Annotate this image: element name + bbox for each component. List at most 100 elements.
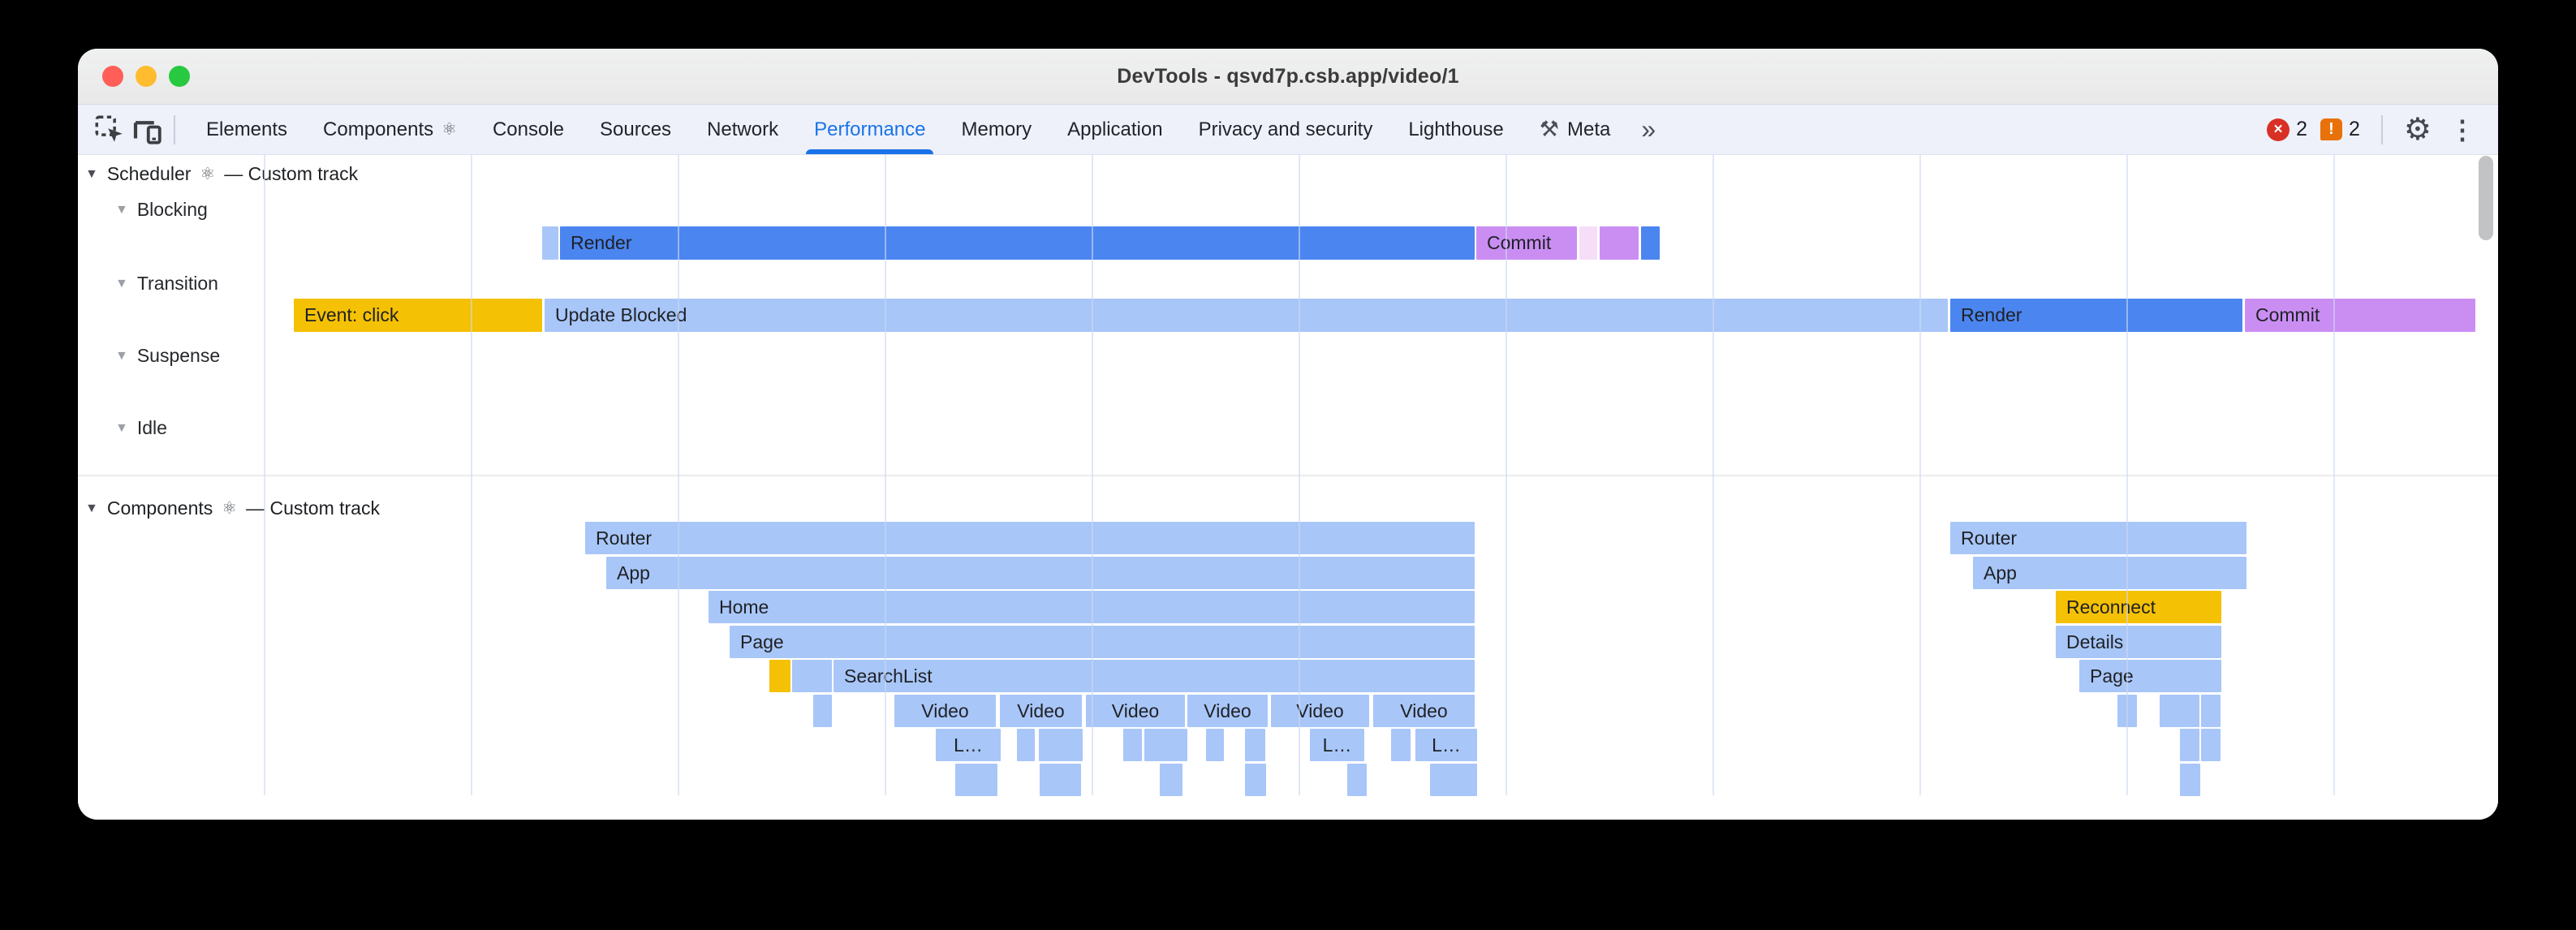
timeline-bar[interactable] bbox=[1641, 226, 1660, 260]
performance-flamechart-canvas[interactable]: ▼ Scheduler ⚛ — Custom track ▼ Blocking Render… bbox=[78, 155, 2498, 820]
timeline-bar[interactable] bbox=[1245, 729, 1265, 761]
issues-badge[interactable]: ! 2 bbox=[2320, 118, 2360, 141]
tools-icon: ⚒ bbox=[1539, 117, 1559, 141]
timeline-bar[interactable] bbox=[1039, 729, 1083, 761]
timeline-bar-reconnect[interactable]: Reconnect bbox=[2056, 591, 2221, 623]
tab-components[interactable]: Components ⚛ bbox=[305, 105, 475, 154]
timeline-bar-video[interactable]: Video bbox=[1271, 695, 1369, 727]
settings-gear-icon[interactable]: ⚙ bbox=[2403, 112, 2432, 147]
react-atom-icon: ⚛ bbox=[222, 499, 238, 518]
disclosure-triangle-icon: ▼ bbox=[85, 501, 98, 515]
tab-console[interactable]: Console bbox=[475, 105, 582, 154]
timeline-bar-l-[interactable]: L… bbox=[936, 729, 1001, 761]
timeline-bar-video[interactable]: Video bbox=[1373, 695, 1475, 727]
timeline-bar-commit[interactable]: Commit bbox=[2245, 299, 2475, 332]
timeline-bar-router[interactable]: Router bbox=[1950, 522, 2246, 554]
timeline-bar[interactable] bbox=[769, 660, 790, 692]
timeline-bar[interactable] bbox=[2180, 764, 2200, 796]
toolbar-divider bbox=[2380, 114, 2383, 144]
lane-label-blocking[interactable]: ▼ Blocking bbox=[115, 199, 208, 221]
tab-privacy-and-security[interactable]: Privacy and security bbox=[1181, 105, 1391, 154]
tab-label: Memory bbox=[961, 118, 1032, 140]
timeline-bar[interactable] bbox=[1245, 764, 1266, 796]
timeline-bar-render[interactable]: Render bbox=[1950, 299, 2242, 332]
timeline-bar-details[interactable]: Details bbox=[2056, 626, 2221, 658]
traffic-lights bbox=[102, 49, 190, 104]
track-header-components[interactable]: ▼ Components ⚛ — Custom track bbox=[85, 497, 380, 519]
timeline-bar[interactable] bbox=[792, 660, 832, 692]
timeline-bar-app[interactable]: App bbox=[606, 557, 1475, 589]
timeline-bar[interactable] bbox=[1579, 226, 1597, 260]
tab-lighthouse[interactable]: Lighthouse bbox=[1390, 105, 1521, 154]
tab-network[interactable]: Network bbox=[689, 105, 796, 154]
timeline-bar[interactable] bbox=[2180, 729, 2199, 761]
lane-label-transition[interactable]: ▼ Transition bbox=[115, 273, 218, 295]
tab-performance[interactable]: Performance bbox=[796, 105, 943, 154]
timeline-bar-commit[interactable]: Commit bbox=[1476, 226, 1577, 260]
timeline-bar-update-blocked[interactable]: Update Blocked bbox=[545, 299, 1948, 332]
timeline-bar[interactable] bbox=[1160, 764, 1182, 796]
devtools-toolbar: Elements Components ⚛ Console Sources Network… bbox=[78, 105, 2498, 155]
tab-label: Components bbox=[323, 118, 434, 140]
disclosure-triangle-icon: ▼ bbox=[115, 276, 128, 291]
timeline-bar[interactable] bbox=[1206, 729, 1224, 761]
timeline-bar[interactable] bbox=[1144, 729, 1187, 761]
timeline-bar-app[interactable]: App bbox=[1973, 557, 2246, 589]
timeline-bar-video[interactable]: Video bbox=[894, 695, 996, 727]
timeline-bar[interactable] bbox=[2201, 695, 2221, 727]
timeline-bar-router[interactable]: Router bbox=[585, 522, 1475, 554]
lane-label-suspense[interactable]: ▼ Suspense bbox=[115, 345, 220, 367]
timeline-bar[interactable] bbox=[1017, 729, 1035, 761]
tab-label: Application bbox=[1067, 118, 1163, 140]
timeline-bar[interactable] bbox=[1040, 764, 1081, 796]
lane-label-idle[interactable]: ▼ Idle bbox=[115, 417, 167, 439]
disclosure-triangle-icon: ▼ bbox=[115, 420, 128, 435]
tab-memory[interactable]: Memory bbox=[943, 105, 1049, 154]
tab-label: Privacy and security bbox=[1198, 118, 1373, 140]
timeline-bar-l-[interactable]: L… bbox=[1415, 729, 1477, 761]
more-tabs-chevron[interactable]: » bbox=[1641, 114, 1656, 144]
tab-label: Performance bbox=[814, 118, 926, 140]
disclosure-triangle-icon: ▼ bbox=[85, 166, 98, 181]
timeline-bar[interactable] bbox=[2201, 729, 2221, 761]
device-toolbar-icon[interactable] bbox=[128, 111, 166, 149]
timeline-bar[interactable] bbox=[813, 695, 832, 727]
timeline-bar-video[interactable]: Video bbox=[1187, 695, 1268, 727]
timeline-bar[interactable] bbox=[1347, 764, 1367, 796]
vertical-scrollbar-thumb[interactable] bbox=[2479, 156, 2493, 240]
timeline-bar[interactable] bbox=[2160, 695, 2199, 727]
track-suffix: — Custom track bbox=[246, 497, 380, 519]
timeline-bar[interactable] bbox=[1123, 729, 1142, 761]
timeline-bar-video[interactable]: Video bbox=[1000, 695, 1082, 727]
tab-elements[interactable]: Elements bbox=[188, 105, 305, 154]
timeline-bar[interactable] bbox=[955, 764, 997, 796]
zoom-window-button[interactable] bbox=[169, 66, 190, 87]
minimize-window-button[interactable] bbox=[136, 66, 157, 87]
timeline-bar-event-click[interactable]: Event: click bbox=[294, 299, 542, 332]
timeline-bar-page[interactable]: Page bbox=[2079, 660, 2221, 692]
track-header-scheduler[interactable]: ▼ Scheduler ⚛ — Custom track bbox=[85, 163, 358, 185]
timeline-bar[interactable] bbox=[1600, 226, 1639, 260]
timeline-bar[interactable] bbox=[2117, 695, 2137, 727]
timeline-bar-page[interactable]: Page bbox=[730, 626, 1475, 658]
close-window-button[interactable] bbox=[102, 66, 123, 87]
timeline-bar-render[interactable]: Render bbox=[560, 226, 1475, 260]
tab-sources[interactable]: Sources bbox=[582, 105, 689, 154]
timeline-bar[interactable] bbox=[1391, 729, 1411, 761]
timeline-bar-home[interactable]: Home bbox=[709, 591, 1475, 623]
timeline-bar[interactable] bbox=[542, 226, 558, 260]
tab-application[interactable]: Application bbox=[1049, 105, 1180, 154]
lane-title: Idle bbox=[136, 417, 167, 438]
react-atom-icon: ⚛ bbox=[200, 165, 216, 183]
console-errors-badge[interactable]: × 2 bbox=[2267, 118, 2307, 141]
timeline-bar[interactable] bbox=[1430, 764, 1477, 796]
timeline-bar-video[interactable]: Video bbox=[1086, 695, 1185, 727]
more-options-icon[interactable]: ⋮ bbox=[2449, 114, 2475, 144]
tab-meta[interactable]: ⚒ Meta bbox=[1522, 105, 1629, 154]
track-title: Components bbox=[106, 497, 213, 519]
timeline-bar-l-[interactable]: L… bbox=[1310, 729, 1364, 761]
inspect-element-icon[interactable] bbox=[91, 111, 128, 149]
react-atom-icon: ⚛ bbox=[442, 120, 457, 139]
timeline-bar-searchlist[interactable]: SearchList bbox=[834, 660, 1475, 692]
